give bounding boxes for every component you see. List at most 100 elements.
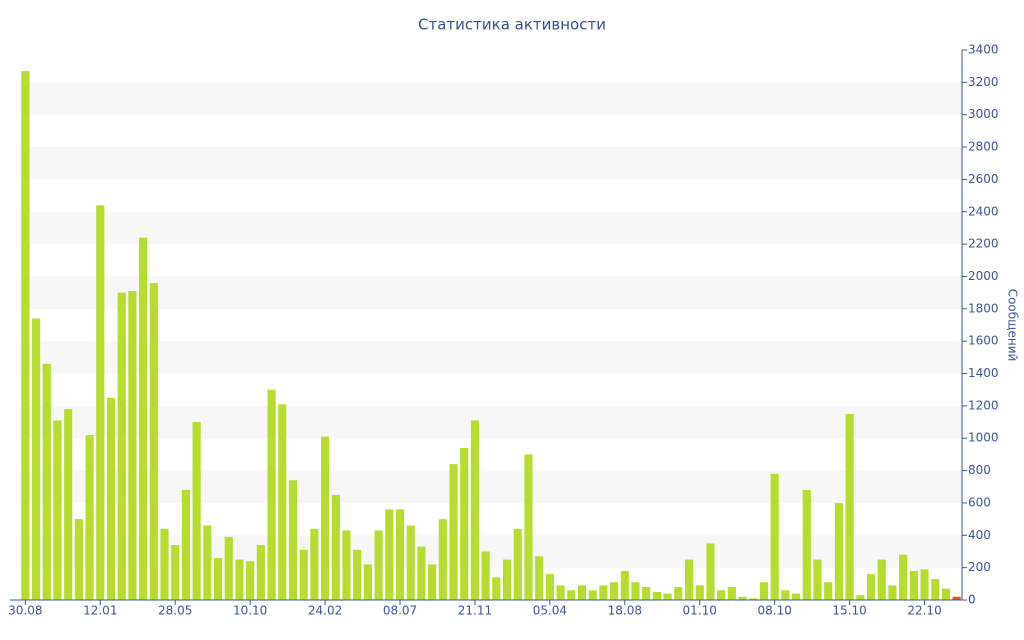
bar	[171, 545, 180, 600]
bar	[792, 593, 801, 600]
x-tick-label: 01.10	[683, 604, 717, 618]
bar	[824, 582, 833, 600]
y-tick-label: 600	[968, 495, 991, 509]
x-tick-label: 22.10	[907, 604, 941, 618]
bar	[31, 318, 41, 600]
y-tick-label: 2000	[968, 269, 999, 283]
bar	[599, 585, 608, 600]
bar	[353, 549, 362, 600]
bar	[374, 530, 383, 600]
bar	[267, 389, 276, 600]
bar	[288, 480, 298, 600]
bar	[417, 546, 426, 600]
bar	[856, 595, 865, 600]
y-tick-label: 2200	[968, 237, 999, 251]
grid-band	[20, 341, 962, 374]
bar	[160, 528, 169, 600]
x-tick-label: 24.02	[308, 604, 342, 618]
y-tick-label: 2600	[968, 172, 999, 186]
bar	[96, 205, 105, 600]
bar	[717, 590, 726, 600]
bar	[577, 585, 587, 600]
bar	[642, 587, 651, 600]
bar	[909, 570, 918, 600]
bar	[149, 282, 158, 600]
bar	[813, 559, 822, 600]
bar	[492, 577, 501, 600]
bar	[620, 570, 629, 600]
y-tick-label: 2400	[968, 204, 999, 218]
bar	[631, 582, 640, 600]
bar	[470, 420, 480, 600]
x-tick-label: 21.11	[458, 604, 492, 618]
grid-band	[20, 147, 962, 180]
bar	[567, 590, 576, 600]
bar	[738, 596, 747, 600]
bar	[684, 559, 694, 600]
x-tick-label: 08.10	[757, 604, 791, 618]
y-tick-label: 1400	[968, 366, 999, 380]
y-tick-label: 3400	[968, 43, 999, 57]
chart-title: Статистика активности	[418, 16, 606, 34]
bar	[888, 585, 897, 600]
bar	[802, 490, 811, 600]
y-tick-label: 1800	[968, 301, 999, 315]
bar	[106, 397, 116, 600]
grid-band	[20, 405, 962, 439]
bar	[321, 436, 330, 600]
bar	[74, 519, 83, 600]
bar	[920, 569, 929, 600]
bar	[952, 596, 961, 600]
bar	[363, 564, 372, 600]
bar	[310, 528, 319, 600]
y-tick-label: 3200	[968, 75, 999, 89]
bar	[695, 585, 704, 600]
x-tick-label: 18.08	[608, 604, 642, 618]
bar	[85, 435, 94, 600]
bar	[181, 490, 190, 600]
bar	[502, 559, 512, 600]
bar	[834, 502, 843, 600]
bar	[674, 587, 683, 600]
bar	[556, 585, 565, 600]
y-tick-label: 400	[968, 528, 991, 542]
bar	[845, 413, 854, 600]
bar	[331, 494, 340, 600]
bar	[128, 291, 137, 600]
bar	[224, 536, 233, 600]
y-tick-label: 0	[968, 593, 976, 607]
bar	[706, 543, 715, 600]
bar	[513, 528, 522, 600]
grid-band	[20, 82, 962, 115]
bar	[299, 549, 308, 600]
bar	[460, 447, 469, 600]
grid-band	[20, 211, 962, 245]
bar	[759, 582, 769, 600]
bar	[866, 574, 876, 600]
bar	[64, 409, 73, 600]
bar	[428, 564, 437, 600]
bar	[438, 519, 447, 600]
y-tick-label: 3000	[968, 107, 999, 121]
y-tick-label: 2800	[968, 140, 999, 154]
bar	[203, 525, 212, 600]
bar	[588, 590, 597, 600]
x-tick-label: 12.01	[83, 604, 117, 618]
bar	[941, 588, 951, 600]
bar	[342, 530, 351, 600]
bar	[246, 561, 255, 600]
bar	[449, 464, 458, 600]
grid-band	[20, 470, 962, 503]
bar	[117, 292, 126, 600]
x-tick-label: 28.05	[158, 604, 192, 618]
y-axis-title: Сообщений	[1006, 289, 1020, 362]
bar	[524, 454, 533, 600]
bar	[610, 582, 619, 600]
bar	[139, 237, 148, 600]
bar	[663, 593, 672, 600]
y-tick-label: 200	[968, 560, 991, 574]
bar	[770, 473, 779, 600]
bar	[395, 509, 405, 600]
bar	[899, 554, 908, 600]
